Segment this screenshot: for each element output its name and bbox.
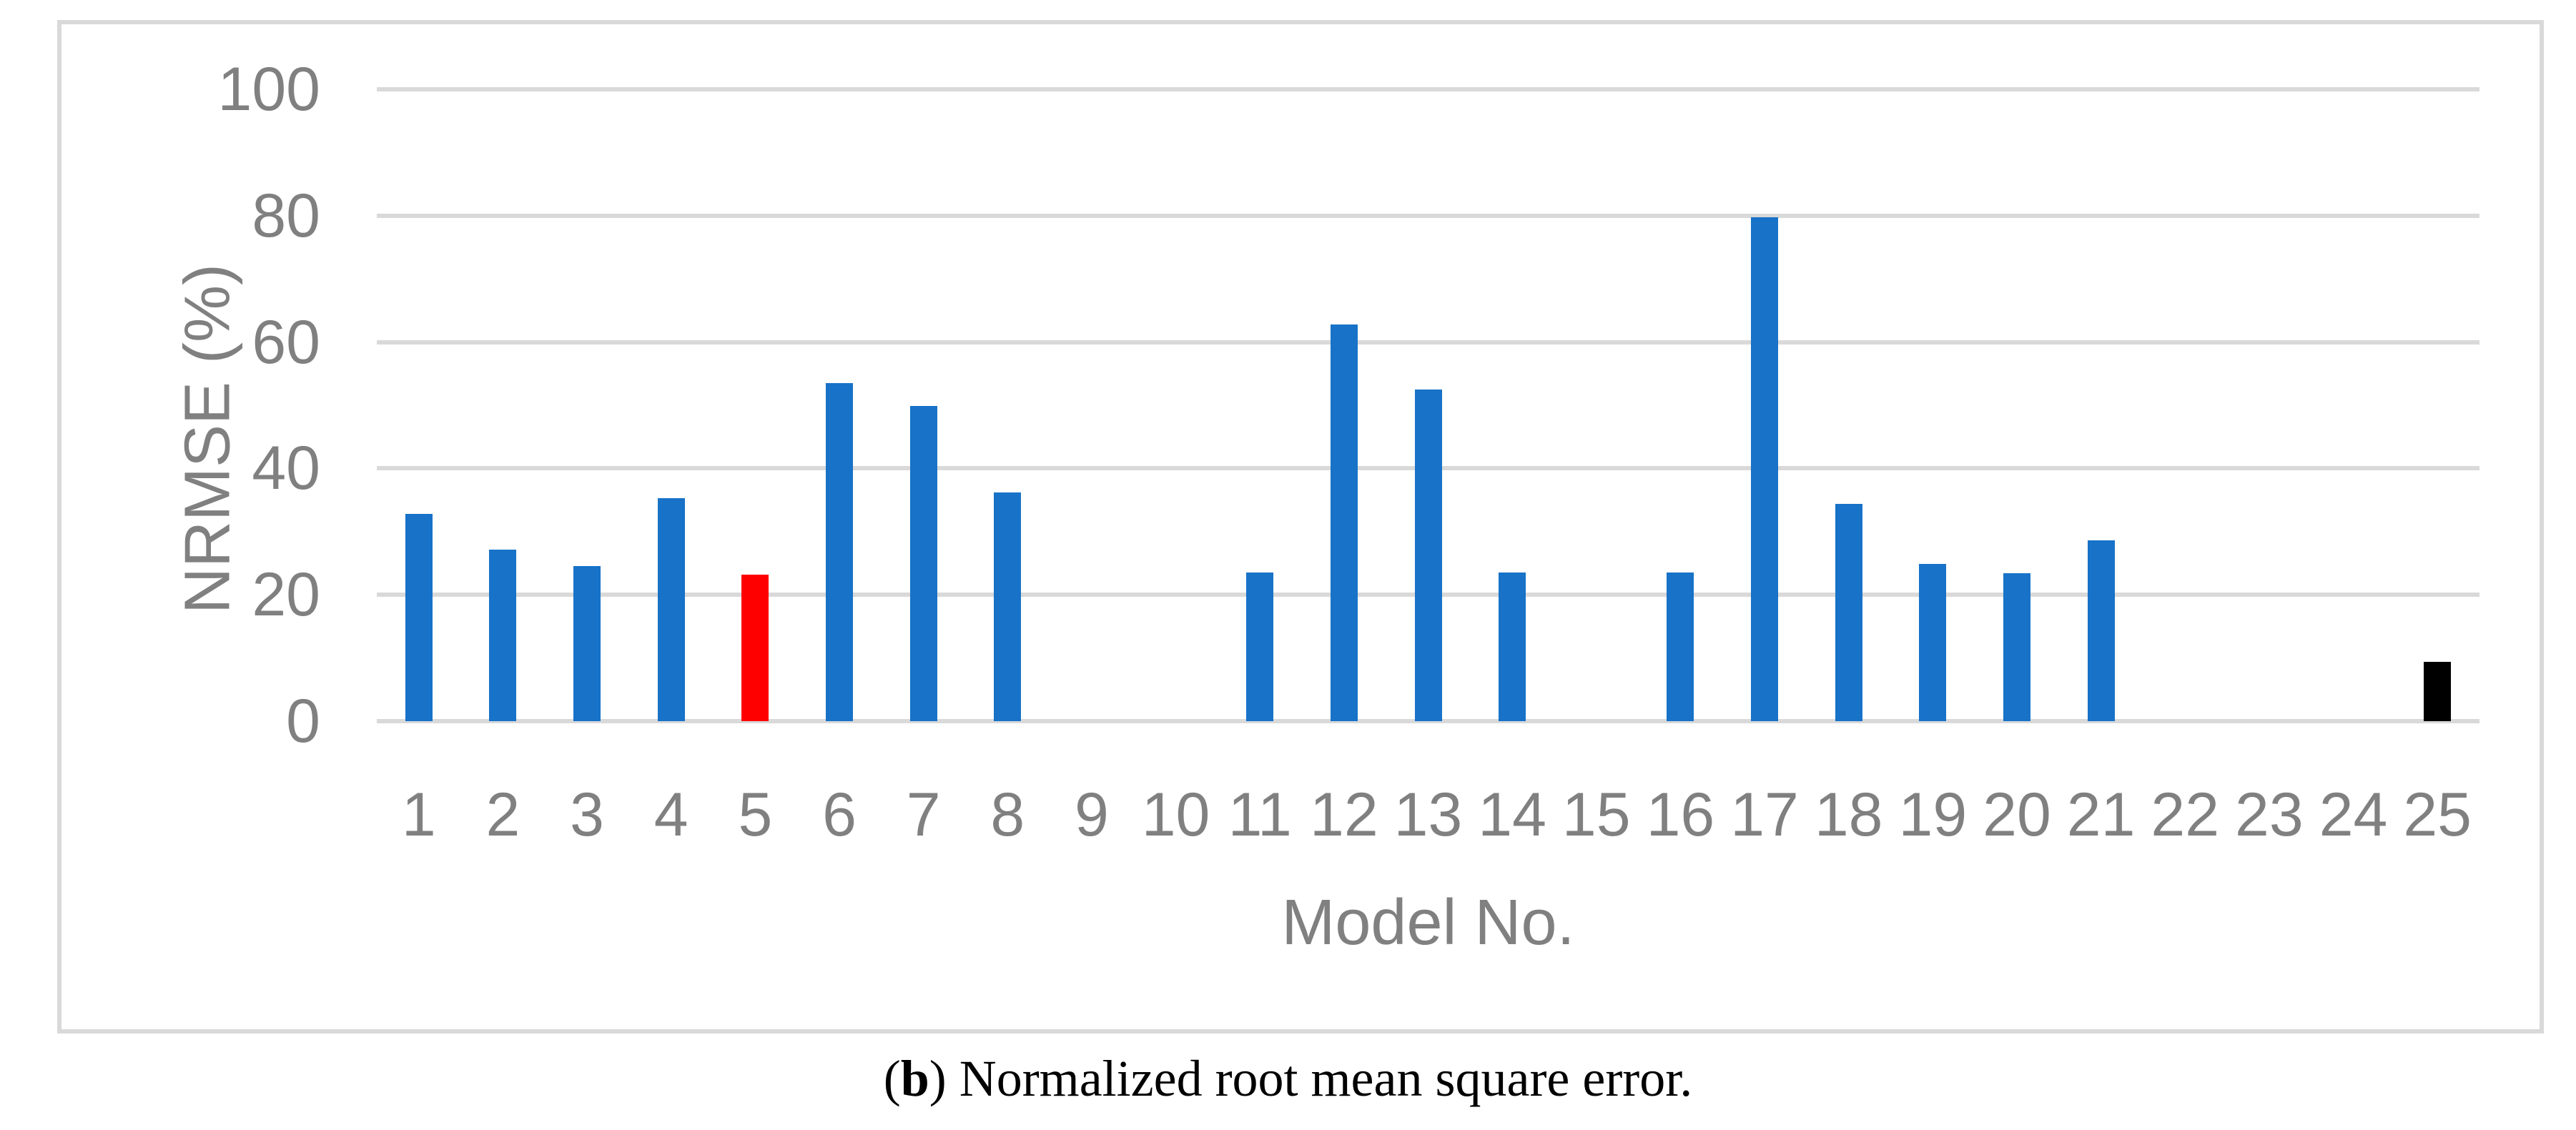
chart-frame: NRMSE (%) <box>57 20 2544 1034</box>
x-tick-label-20: 20 <box>1983 780 2051 849</box>
x-axis-title: Model No. <box>1281 887 1575 958</box>
bar-model-6 <box>826 383 854 721</box>
x-tick-label-22: 22 <box>2151 780 2220 849</box>
x-tick-label-3: 3 <box>570 780 604 849</box>
y-tick-label-0: 0 <box>286 687 320 755</box>
y-tick-label-80: 80 <box>252 181 320 250</box>
y-tick-label-20: 20 <box>252 560 320 630</box>
caption-text: ) Normalized root mean square error. <box>929 1050 1693 1107</box>
bar-model-20 <box>2003 573 2030 721</box>
x-tick-label-24: 24 <box>2319 780 2388 849</box>
y-axis-tick-labels: 0 20 40 60 80 100 <box>57 55 321 755</box>
bar-model-16 <box>1667 573 1694 721</box>
bar-model-13 <box>1414 389 1442 721</box>
x-tick-label-19: 19 <box>1898 780 1968 849</box>
gridline-y-60 <box>377 340 2479 345</box>
x-tick-label-7: 7 <box>906 780 941 849</box>
bar-model-17 <box>1751 217 1779 721</box>
bar-model-14 <box>1499 573 1526 721</box>
bar-model-12 <box>1330 324 1358 721</box>
x-tick-label-6: 6 <box>822 780 857 849</box>
bar-model-3 <box>573 565 601 721</box>
x-tick-label-25: 25 <box>2403 780 2472 849</box>
bar-model-2 <box>489 550 517 721</box>
bar-model-25 <box>2424 661 2452 721</box>
plot-area <box>377 87 2479 723</box>
bar-model-18 <box>1835 503 1862 721</box>
y-tick-label-60: 60 <box>252 307 320 377</box>
x-axis-tick-labels: 1 2 3 4 5 6 7 8 9 10 11 12 13 14 15 16 17 18 19 20 21 22 23 24 2… <box>377 775 2479 854</box>
x-tick-label-18: 18 <box>1814 780 1883 849</box>
x-tick-label-17: 17 <box>1730 780 1799 849</box>
x-tick-label-11: 11 <box>1228 780 1292 849</box>
bar-model-7 <box>909 405 937 721</box>
bar-model-1 <box>405 514 433 721</box>
x-tick-label-5: 5 <box>738 780 773 849</box>
y-tick-label-40: 40 <box>252 434 320 503</box>
x-tick-label-16: 16 <box>1646 780 1715 849</box>
x-tick-label-21: 21 <box>2066 780 2136 849</box>
caption-prefix: (b <box>883 1050 929 1107</box>
x-tick-label-13: 13 <box>1393 780 1463 849</box>
x-tick-label-14: 14 <box>1478 780 1546 849</box>
x-tick-label-9: 9 <box>1075 780 1109 849</box>
bar-model-4 <box>657 497 685 721</box>
caption-bold-letter: b <box>900 1050 929 1107</box>
bar-model-21 <box>2087 540 2115 721</box>
x-tick-label-1: 1 <box>401 780 436 849</box>
x-tick-label-8: 8 <box>990 780 1025 849</box>
gridline-y-80 <box>377 213 2479 218</box>
gridline-y-0 <box>377 719 2479 723</box>
bar-model-19 <box>1919 563 1947 721</box>
gridline-y-100 <box>377 87 2479 91</box>
bar-model-11 <box>1246 573 1274 721</box>
x-tick-label-4: 4 <box>653 780 689 849</box>
bar-model-5 <box>741 574 769 721</box>
x-tick-label-10: 10 <box>1141 780 1210 849</box>
x-tick-label-15: 15 <box>1561 780 1631 849</box>
bar-model-8 <box>994 492 1022 721</box>
x-tick-label-2: 2 <box>485 780 520 849</box>
x-tick-label-23: 23 <box>2235 780 2304 849</box>
figure-caption: (b) Normalized root mean square error. <box>0 1049 2576 1109</box>
y-tick-label-100: 100 <box>217 55 321 124</box>
x-tick-label-12: 12 <box>1310 780 1378 849</box>
